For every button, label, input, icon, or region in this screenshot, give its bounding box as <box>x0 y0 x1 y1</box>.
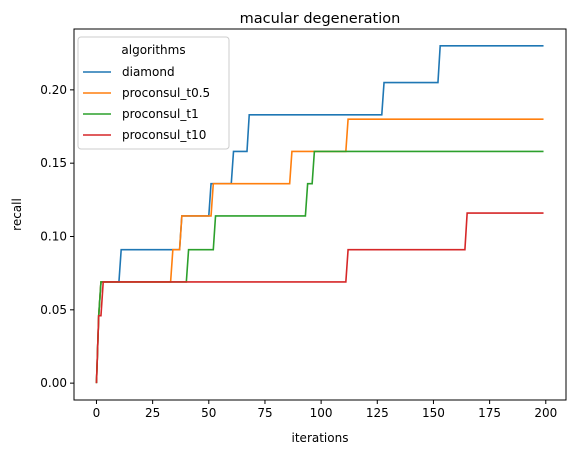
y-tick-label: 0.20 <box>40 83 67 97</box>
y-tick-label: 0.15 <box>40 156 67 170</box>
x-tick-label: 200 <box>534 406 557 420</box>
x-tick-label: 175 <box>478 406 501 420</box>
series-line-proconsul_t0.5 <box>95 118 544 384</box>
series-line-proconsul_t1 <box>95 150 544 384</box>
x-tick-label: 75 <box>257 406 272 420</box>
plot-frame <box>73 28 567 401</box>
x-tick-label: 150 <box>422 406 445 420</box>
x-tick-label: 50 <box>201 406 216 420</box>
x-axis-label: iterations <box>292 431 349 445</box>
x-tick-label: 0 <box>93 406 101 420</box>
x-tick-label: 100 <box>310 406 333 420</box>
legend-title: algorithms <box>121 43 185 57</box>
y-tick-label: 0.00 <box>40 376 67 390</box>
legend-entry-label: proconsul_t0.5 <box>122 86 210 100</box>
y-tick-label: 0.05 <box>40 303 67 317</box>
y-axis-ticks: 0.00 0.05 0.10 0.15 0.20 <box>40 83 74 390</box>
legend: algorithms diamond proconsul_t0.5 proconsu… <box>77 36 230 150</box>
legend-entry-label: diamond <box>122 65 175 79</box>
series-line-proconsul_t10 <box>95 212 544 384</box>
chart-title: macular degeneration <box>240 11 401 27</box>
y-axis-label: recall <box>10 198 24 231</box>
x-tick-label: 25 <box>145 406 160 420</box>
legend-entry-label: proconsul_t1 <box>122 107 199 121</box>
legend-entry-label: proconsul_t10 <box>122 128 206 142</box>
x-axis-ticks: 0 25 50 75 100 125 150 175 200 <box>93 400 557 420</box>
x-tick-label: 125 <box>366 406 389 420</box>
plot-lines <box>95 45 544 384</box>
y-tick-label: 0.10 <box>40 229 67 243</box>
legend-box <box>77 36 230 150</box>
